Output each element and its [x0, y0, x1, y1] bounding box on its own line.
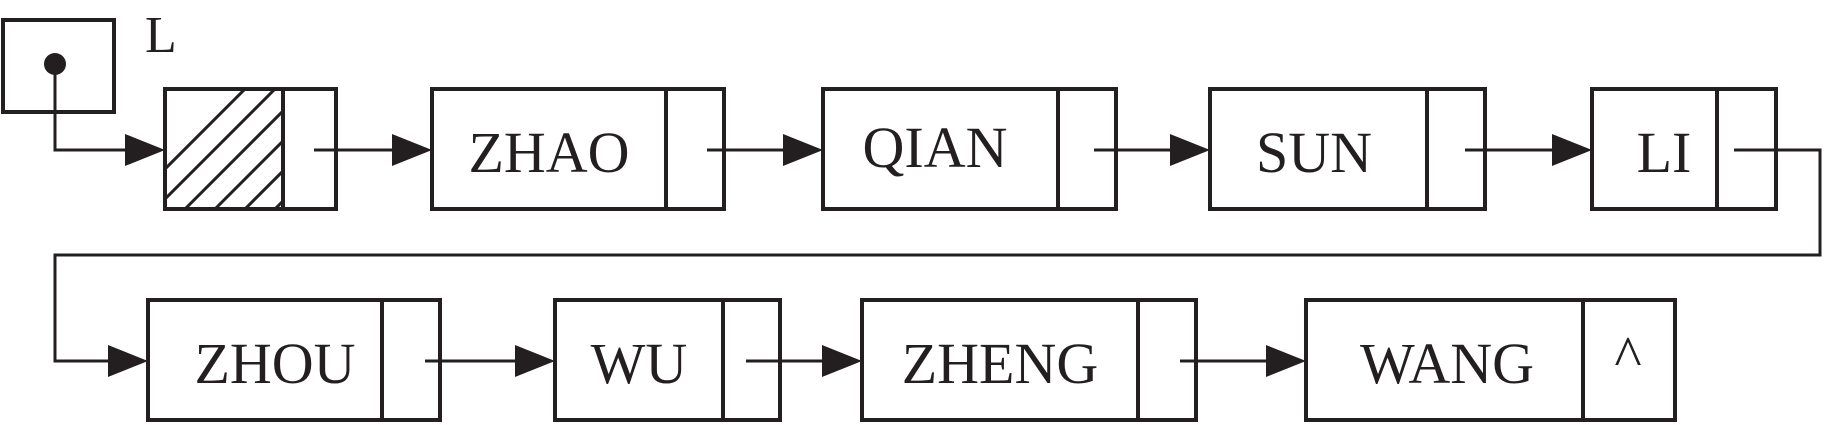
arrowhead	[1170, 134, 1210, 166]
wrap-connector-line	[53, 148, 1822, 363]
node-data: LI	[1637, 120, 1692, 185]
arrowhead	[515, 345, 555, 377]
head-pointer: L	[1, 7, 177, 114]
node-data: WU	[591, 331, 688, 396]
arrowhead	[1266, 345, 1306, 377]
node-box	[1304, 298, 1677, 422]
node-sun: SUN	[1208, 87, 1487, 211]
arrowhead	[125, 134, 165, 166]
connector-line	[53, 64, 125, 152]
node-data: ZHENG	[902, 331, 1099, 396]
head-node-hatch	[165, 89, 282, 209]
node-wu: WU	[553, 298, 782, 422]
head-pointer-box	[1, 18, 116, 114]
node-data: ZHOU	[194, 331, 355, 396]
head-node	[163, 87, 338, 211]
connectors	[53, 64, 1822, 377]
head-node-box	[163, 87, 338, 211]
arrowhead	[822, 345, 862, 377]
null-pointer-symbol: ^	[1614, 324, 1641, 389]
arrowhead	[1552, 134, 1592, 166]
node-qian: QIAN	[821, 87, 1118, 211]
node-data: QIAN	[863, 115, 1008, 180]
node-zhao: ZHAO	[430, 87, 726, 211]
node-wang: WANG ^	[1304, 298, 1677, 422]
arrowhead	[783, 134, 823, 166]
node-data: SUN	[1256, 120, 1372, 185]
node-data: ZHAO	[468, 120, 629, 185]
node-zhou: ZHOU	[146, 298, 442, 422]
node-data: WANG	[1360, 331, 1534, 396]
node-zheng: ZHENG	[860, 298, 1198, 422]
head-pointer-label: L	[145, 7, 177, 64]
arrowhead	[392, 134, 432, 166]
arrowhead	[108, 345, 148, 377]
